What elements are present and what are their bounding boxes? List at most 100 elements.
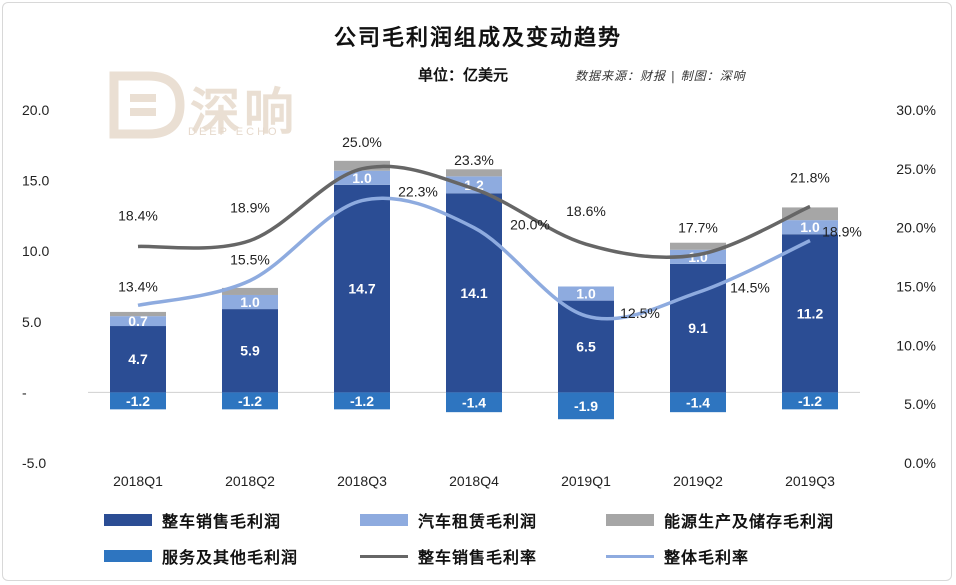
x-axis-tick-label: 2019Q3 — [785, 473, 835, 489]
right-axis-tick-label: 15.0% — [896, 279, 936, 295]
bar-segment — [334, 392, 390, 410]
overall-margin-data-label: 18.9% — [822, 224, 862, 240]
right-axis-tick-label: 0.0% — [904, 455, 936, 471]
bar-value-label: -1.4 — [462, 394, 486, 410]
legend-item-services: 服务及其他毛利润 — [104, 544, 298, 568]
vehicle-margin-data-label: 21.8% — [790, 169, 830, 185]
bar-segment — [110, 316, 166, 327]
legend-item-vehicle-margin: 整车销售毛利率 — [360, 544, 537, 568]
legend-item-overall-margin: 整体毛利率 — [606, 544, 749, 568]
bar-segment — [222, 309, 278, 393]
legend-label: 整车销售毛利率 — [418, 548, 538, 567]
x-axis-tick-label: 2018Q4 — [449, 473, 499, 489]
bar-value-label: -1.2 — [238, 393, 262, 409]
watermark-text: 深响 — [190, 83, 298, 141]
bar-segment — [782, 220, 838, 235]
bar-value-label: -1.9 — [574, 398, 598, 414]
bar-value-label: -1.2 — [350, 393, 374, 409]
x-axis-tick-label: 2019Q2 — [673, 473, 723, 489]
bar-segment — [782, 234, 838, 393]
chart-title: 公司毛利润组成及变动趋势 — [333, 25, 622, 51]
vehicle-margin-line — [137, 164, 811, 260]
right-axis-tick-label: 20.0% — [896, 220, 936, 236]
vehicle-margin-data-label: 18.4% — [118, 207, 158, 223]
left-axis-tick-label: -5.0 — [22, 455, 46, 471]
left-axis-tick-label: 10.0 — [22, 243, 49, 259]
overall-margin-data-label: 20.0% — [510, 217, 550, 233]
bar-value-label: 6.5 — [576, 339, 596, 355]
bar-value-label: 11.2 — [797, 305, 824, 321]
bar-value-label: 1.0 — [576, 286, 596, 302]
deep-echo-logo-icon — [109, 71, 185, 139]
legend-item-vehicle-sales: 整车销售毛利润 — [104, 508, 281, 532]
bar-segment — [222, 294, 278, 310]
bar-segment — [446, 169, 502, 177]
right-axis-tick-label: 30.0% — [896, 102, 936, 118]
overall-margin-data-label: 22.3% — [398, 184, 438, 200]
left-axis-tick-label: 15.0 — [22, 173, 49, 189]
bar-segment — [670, 392, 726, 413]
watermark-subtext: DEEP ECHO — [188, 126, 280, 138]
left-axis-tick-label: 5.0 — [22, 314, 42, 330]
legend-swatch — [104, 514, 152, 526]
bar-value-label: 1.0 — [240, 294, 260, 310]
bar-value-label: -1.4 — [686, 394, 710, 410]
bar-value-label: 1.0 — [800, 219, 820, 235]
bar-value-label: 4.7 — [128, 351, 148, 367]
legend-line — [360, 554, 408, 558]
bar-segment — [670, 242, 726, 250]
left-axis-tick-label: 20.0 — [22, 102, 49, 118]
legend-item-energy: 能源生产及储存毛利润 — [606, 508, 834, 532]
x-axis-tick-label: 2018Q1 — [113, 473, 163, 489]
bar-segment — [110, 392, 166, 410]
vehicle-margin-data-label: 18.6% — [566, 203, 606, 219]
bar-value-label: -1.2 — [798, 393, 822, 409]
legend-swatch — [104, 550, 152, 562]
legend-item-leasing: 汽车租赁毛利润 — [360, 508, 537, 532]
bar-segment — [334, 184, 390, 393]
vehicle-margin-data-label: 23.3% — [454, 152, 494, 168]
bar-segment — [446, 392, 502, 413]
bar-value-label: 14.1 — [460, 285, 487, 301]
bar-segment — [222, 392, 278, 410]
x-axis-tick-label: 2018Q2 — [225, 473, 275, 489]
vehicle-margin-data-label: 17.7% — [678, 220, 718, 236]
overall-margin-data-label: 13.4% — [118, 278, 158, 294]
bar-value-label: 0.7 — [128, 313, 148, 329]
overall-margin-line — [137, 196, 811, 321]
vehicle-margin-data-label: 18.9% — [230, 200, 270, 216]
bar-segment — [446, 176, 502, 194]
bar-value-label: -1.2 — [126, 393, 150, 409]
bar-segment — [782, 392, 838, 410]
unit-label: 单位：亿美元 — [418, 66, 509, 84]
legend-label: 能源生产及储存毛利润 — [664, 512, 835, 531]
source-label: 数据来源：财报 | 制图：深响 — [575, 69, 746, 83]
overall-margin-data-label: 15.5% — [230, 252, 270, 268]
bar-value-label: 14.7 — [348, 281, 375, 297]
vehicle-margin-data-label: 25.0% — [342, 134, 382, 150]
legend-label: 整车销售毛利润 — [162, 512, 282, 531]
bar-segment — [670, 249, 726, 264]
overall-margin-data-label: 14.5% — [730, 279, 770, 295]
right-axis-tick-label: 25.0% — [896, 161, 936, 177]
legend-label: 服务及其他毛利润 — [162, 548, 299, 567]
bar-segment — [558, 286, 614, 301]
legend-swatch — [606, 514, 654, 526]
right-axis-tick-label: 5.0% — [904, 396, 936, 412]
overall-margin-data-label: 12.5% — [620, 305, 660, 321]
right-axis-tick-label: 10.0% — [896, 337, 936, 353]
bar-segment — [558, 392, 614, 420]
bar-segment — [334, 160, 390, 171]
bar-value-label: 1.0 — [352, 170, 372, 186]
legend-label: 汽车租赁毛利润 — [418, 512, 538, 531]
legend-line — [606, 554, 654, 558]
x-axis-tick-label: 2018Q3 — [337, 473, 387, 489]
x-axis-tick-label: 2019Q1 — [561, 473, 611, 489]
bar-segment — [222, 287, 278, 295]
bar-segment — [110, 326, 166, 393]
legend-label: 整体毛利率 — [664, 548, 750, 567]
bar-value-label: 5.9 — [240, 343, 260, 359]
bar-segment — [782, 207, 838, 221]
